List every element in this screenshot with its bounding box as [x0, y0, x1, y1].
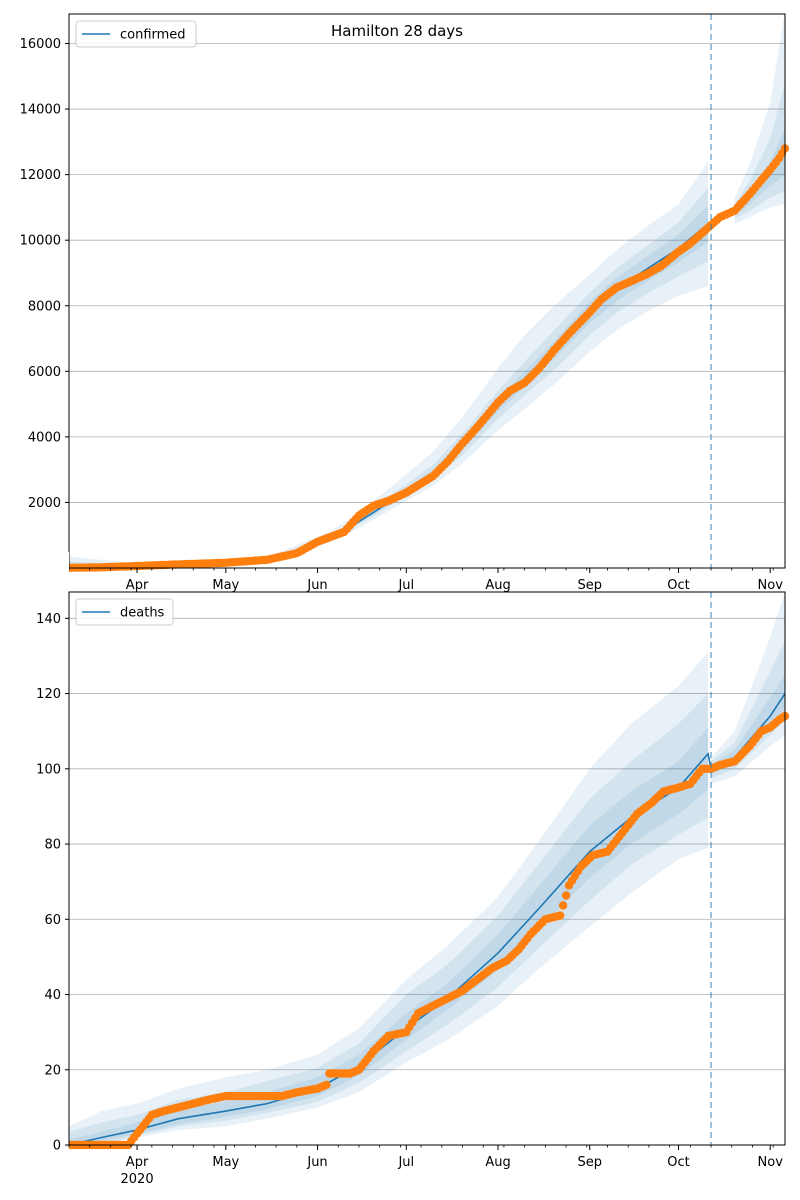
y-tick-label: 8000	[28, 299, 61, 314]
x-tick-label: Aug	[485, 578, 510, 593]
y-tick-label: 2000	[28, 496, 61, 511]
x-tick-sublabel: 2020	[121, 1172, 154, 1187]
x-tick-label: May	[212, 1155, 239, 1170]
confidence-band	[734, 82, 785, 219]
x-tick-label: Apr	[126, 578, 149, 593]
x-tick-label: May	[212, 578, 239, 593]
observed-point	[558, 901, 568, 910]
legend-label: confirmed	[120, 28, 186, 43]
y-tick-label: 12000	[20, 168, 61, 183]
y-tick-label: 10000	[20, 234, 61, 249]
y-tick-label: 100	[36, 762, 61, 777]
x-tick-label: Jul	[397, 1155, 414, 1170]
x-tick-label: Jul	[397, 578, 414, 593]
margin-mask	[0, 552, 69, 1185]
deaths-panel: 0 20 40 60 80 100 120 140 Apr 2020 May Jun Jul Aug Sep…	[0, 552, 790, 1187]
confidence-band	[69, 161, 709, 568]
x-tick-label: Oct	[667, 1155, 689, 1170]
y-tick-label: 16000	[20, 37, 61, 52]
y-tick-label: 6000	[28, 365, 61, 380]
x-tick-label: Sep	[577, 1155, 602, 1170]
y-tick-label: 80	[44, 838, 61, 853]
plot-frame	[68, 13, 786, 569]
y-tick-label: 0	[53, 1139, 61, 1154]
margin-mask	[0, 0, 69, 608]
x-tick-label: Jun	[306, 1155, 327, 1170]
confidence-band	[69, 693, 709, 1145]
x-tick-label: Apr	[126, 1155, 149, 1170]
y-tick-label: 4000	[28, 430, 61, 445]
observed-point	[555, 911, 565, 920]
legend-box	[75, 598, 174, 626]
y-tick-label: 14000	[20, 103, 61, 118]
legend-box	[75, 20, 197, 48]
y-tick-label: 60	[44, 913, 61, 928]
legend-label: deaths	[120, 606, 165, 621]
x-tick-label: Sep	[577, 578, 602, 593]
chart-title: Hamilton 28 days	[331, 22, 463, 40]
confidence-band	[711, 592, 785, 784]
x-tick-label: Oct	[667, 578, 689, 593]
x-tick-label: Nov	[758, 1155, 784, 1170]
y-tick-label: 40	[44, 988, 61, 1003]
observed-point	[561, 891, 571, 900]
plot-frame	[68, 591, 786, 1146]
x-tick-label: Aug	[485, 1155, 510, 1170]
y-tick-label: 140	[36, 612, 61, 627]
observed-point	[322, 1080, 331, 1090]
x-tick-label: Jun	[306, 578, 327, 593]
confirmed-panel: 0200040006000800010000120001400016000Apr…	[0, 0, 790, 608]
y-tick-label: 20	[44, 1063, 61, 1078]
confidence-band	[69, 652, 709, 1145]
x-tick-label: Nov	[758, 578, 784, 593]
y-tick-label: 120	[36, 687, 61, 702]
